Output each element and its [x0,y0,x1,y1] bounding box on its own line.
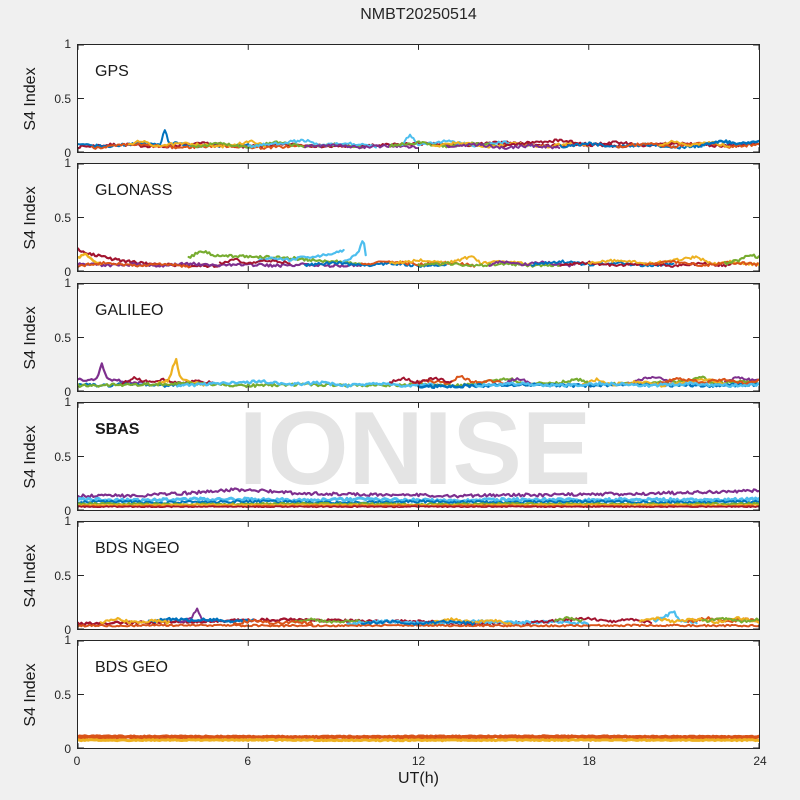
trace [99,616,170,625]
y-axis-label-bds-ngeo: S4 Index [22,543,39,608]
trace [553,616,583,623]
trace [128,139,267,149]
trace [431,617,513,626]
tick-marks [78,164,759,271]
panel-label-glonass: GLONASS [95,182,173,199]
tick-marks [78,641,759,748]
trace [78,735,759,740]
y-tick-label: 1 [64,633,71,647]
y-axis-label-glonass: S4 Index [22,185,39,250]
trace [78,737,759,743]
traces-glonass [78,164,759,271]
y-tick-label: 0.5 [54,330,71,345]
trace [78,362,149,385]
trace [147,616,254,624]
y-tick-label: 0 [64,265,71,279]
traces-sbas [78,403,759,510]
traces-bds-ngeo [78,522,759,629]
trace [417,261,561,268]
trace [587,255,759,267]
trace [644,260,759,268]
watermark: IONISE [238,391,592,507]
y-tick-label: 0.5 [54,449,71,464]
x-tick-label: 6 [244,754,252,768]
tick-marks [78,522,759,629]
trace [156,357,207,387]
x-tick-label: 18 [582,754,596,768]
trace [488,260,576,268]
tick-marks [78,45,759,152]
trace [638,616,759,625]
y-tick-label: 1 [64,514,71,528]
panel-label-sbas: SBAS [95,421,140,438]
trace [723,253,759,266]
trace [474,381,759,388]
panel-label-bds-ngeo: BDS NGEO [95,540,180,557]
trace [445,142,561,150]
trace [340,240,367,265]
y-tick-label: 0 [64,742,71,756]
chart-title: NMBT20250514 [360,6,477,23]
trace [530,616,653,624]
trace [218,257,291,265]
y-axis-label-sbas: S4 Index [22,424,39,489]
trace [389,376,453,385]
panel-label-bds-geo: BDS GEO [95,659,168,676]
x-tick-label: 0 [73,754,81,768]
y-tick-label: 1 [64,276,71,290]
trace [247,138,377,149]
panel-sbas: IONISE SBAS [77,397,760,511]
trace [233,618,314,626]
panel-glonass: GLONASS [77,163,760,272]
trace [627,375,673,385]
panel-gps: GPS [77,44,760,153]
trace [431,141,589,149]
trace [658,139,731,148]
y-tick-label: 1 [64,395,71,409]
panel-bds-geo: BDS GEO [77,640,760,749]
x-axis-label: UT(h) [398,770,439,787]
trace [78,260,192,269]
x-tick-label: 24 [753,754,767,768]
trace [616,141,759,149]
y-axis-label-galileo: S4 Index [22,305,39,370]
traces-galileo [78,284,759,391]
y-tick-label: 0 [64,146,71,160]
trace [658,376,759,386]
trace [255,248,345,264]
x-tick-label: 12 [411,754,426,768]
y-tick-label: 1 [64,156,71,170]
y-tick-label: 0.5 [54,687,71,702]
trace [176,379,434,389]
trace [289,617,371,625]
y-axis-label-bds-geo: S4 Index [22,662,39,727]
trace [701,616,759,624]
y-tick-label: 0.5 [54,91,71,106]
tick-marks [78,284,759,391]
trace [78,496,759,504]
traces-gps [78,45,759,152]
panel-bds-ngeo: BDS NGEO [77,521,760,630]
y-tick-label: 1 [64,37,71,51]
trace [502,377,532,386]
trace [78,499,759,505]
trace [701,139,759,147]
y-tick-label: 0.5 [54,568,71,583]
panel-label-galileo: GALILEO [95,302,164,319]
y-tick-label: 0 [64,385,71,399]
panel-galileo: GALILEO [77,283,760,392]
y-tick-label: 0 [64,504,71,518]
y-tick-label: 0 [64,623,71,637]
trace [360,619,476,626]
y-axis-label-gps: S4 Index [22,66,39,131]
tick-marks [78,403,759,510]
trace [78,487,759,499]
traces-bds-geo [78,641,759,748]
panel-label-gps: GPS [95,63,129,80]
y-tick-label: 0.5 [54,210,71,225]
